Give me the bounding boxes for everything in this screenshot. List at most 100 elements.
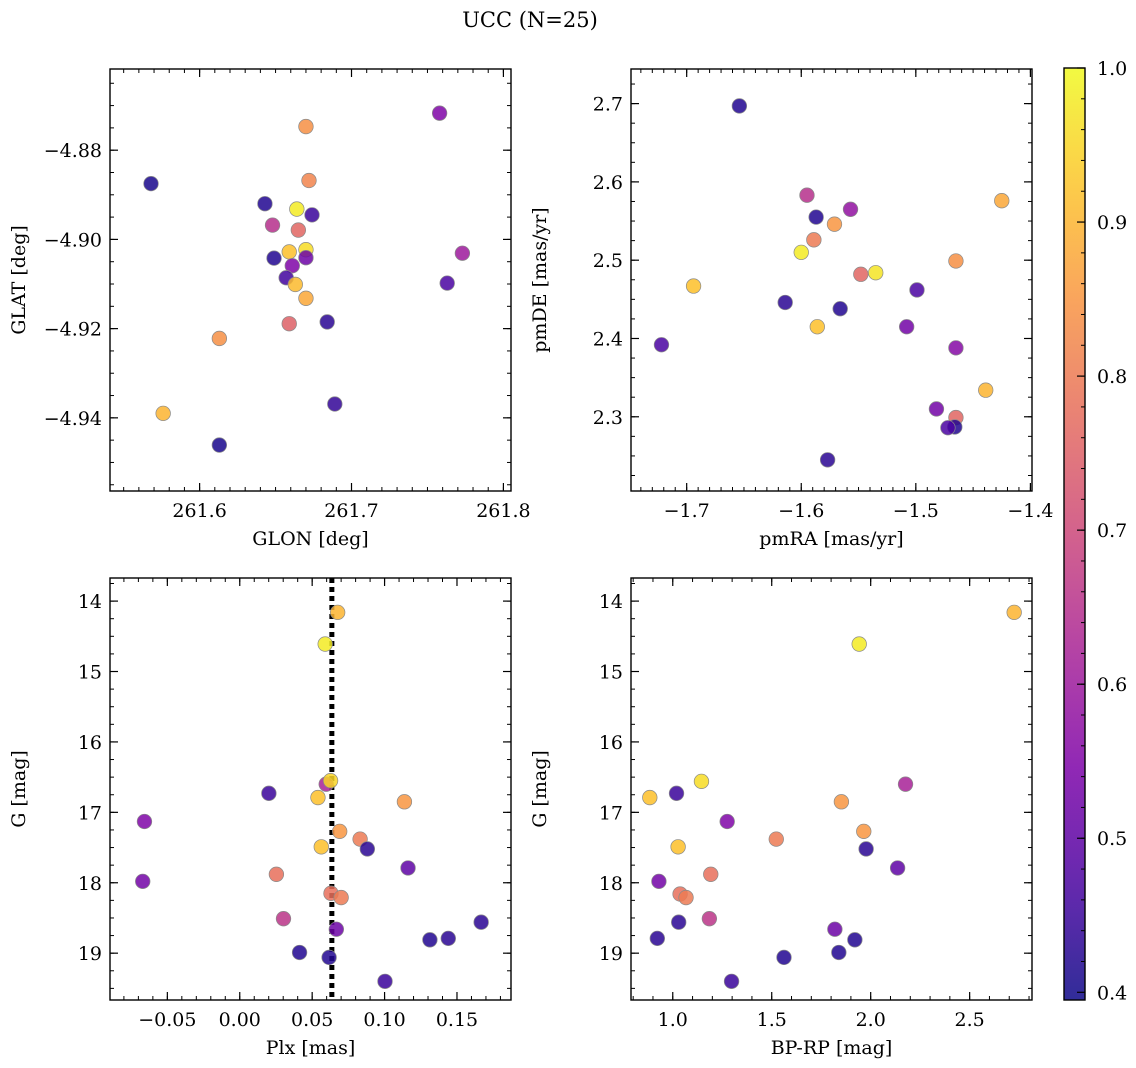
data-point — [928, 401, 945, 417]
data-point — [833, 794, 850, 810]
data-point — [317, 636, 333, 652]
data-point — [400, 860, 416, 876]
x-tick-label: −0.05 — [138, 1009, 196, 1031]
colorbar-tick-label: 0.7 — [1097, 520, 1127, 542]
data-point — [266, 250, 282, 266]
x-tick-label: 2.5 — [955, 1009, 985, 1031]
y-tick-label: 18 — [78, 873, 102, 895]
data-point — [135, 873, 151, 889]
data-point — [275, 911, 292, 927]
minor-ticks — [631, 578, 1032, 1000]
y-tick-label: 16 — [599, 732, 623, 754]
x-axis-label: BP-RP [mag] — [771, 1037, 893, 1059]
panel-bprp-g: 1.0 1.5 2.0 2.5 14 15 16 17 18 19 BP-RP [mag] G [ma… — [529, 577, 1033, 1059]
data-point — [261, 785, 277, 801]
data-point — [301, 172, 317, 189]
y-tick-label: 16 — [78, 732, 102, 754]
data-point — [693, 773, 710, 790]
y-axis-label: GLAT [deg] — [8, 225, 30, 335]
colorbar-tick-label: 0.4 — [1097, 982, 1127, 1004]
data-point — [940, 420, 956, 436]
plot-frame — [630, 577, 1033, 1001]
data-point — [685, 278, 702, 294]
data-point — [776, 949, 792, 966]
x-tick-label: 261.8 — [476, 500, 530, 522]
colorbar-tick-label: 0.5 — [1097, 828, 1127, 850]
y-axis-label: pmDE [mas/yr] — [529, 207, 551, 352]
x-tick-label: 1.0 — [658, 1009, 688, 1031]
x-axis-label: GLON [deg] — [252, 528, 368, 550]
data-point — [653, 337, 670, 353]
data-point — [897, 776, 914, 792]
x-tick-label: 2.0 — [856, 1009, 886, 1031]
x-tick-label: −1.4 — [1007, 500, 1053, 522]
x-tick-label: 261.6 — [172, 500, 226, 522]
y-tick-label: −4.88 — [44, 140, 102, 162]
data-point — [909, 282, 925, 298]
y-tick-label: 14 — [78, 591, 102, 613]
y-tick-label: 2.5 — [593, 250, 623, 272]
data-point — [281, 316, 297, 332]
data-point — [322, 773, 339, 789]
data-point — [211, 330, 228, 347]
x-tick-label: 1.5 — [757, 1009, 787, 1031]
colorbar-gradient — [1063, 67, 1086, 1001]
y-tick-label: 14 — [599, 591, 623, 613]
data-point — [819, 452, 836, 468]
data-point — [899, 319, 915, 335]
data-point — [670, 839, 686, 855]
data-point — [723, 973, 740, 989]
x-tick-label: −1.6 — [778, 500, 824, 522]
data-point — [731, 98, 748, 114]
data-point — [284, 258, 300, 274]
data-point — [396, 794, 413, 810]
data-point — [847, 932, 863, 948]
data-point — [289, 201, 305, 217]
data-point — [321, 949, 337, 966]
data-point — [319, 314, 335, 330]
data-point — [948, 253, 964, 269]
data-point — [332, 823, 348, 840]
panel-plx-g: −0.05 0.00 0.05 0.10 0.15 14 15 16 17 18 19 Plx [ma… — [8, 577, 512, 1059]
x-tick-label: −1.7 — [664, 500, 710, 522]
data-point — [809, 319, 825, 335]
data-point — [889, 860, 906, 876]
x-tick-label: 261.7 — [324, 500, 378, 522]
data-point — [948, 340, 964, 356]
x-tick-label: 0.00 — [219, 1009, 261, 1031]
data-point — [868, 265, 884, 281]
data-point — [143, 175, 159, 192]
data-point — [768, 831, 784, 847]
y-tick-label: −4.94 — [44, 408, 102, 430]
data-point — [257, 196, 273, 212]
data-point — [327, 396, 343, 412]
data-point — [851, 636, 867, 652]
y-tick-label: 2.6 — [593, 172, 623, 194]
data-point — [359, 841, 375, 857]
data-point — [777, 294, 793, 311]
y-tick-label: 17 — [599, 802, 623, 824]
y-tick-label: 15 — [599, 662, 623, 684]
x-axis-label: Plx [mas] — [266, 1037, 356, 1059]
y-tick-label: −4.90 — [44, 229, 102, 251]
data-point — [832, 301, 848, 317]
data-point — [806, 232, 822, 248]
data-point — [719, 813, 735, 830]
data-point — [642, 789, 658, 806]
data-point — [313, 839, 329, 855]
data-point — [701, 911, 718, 927]
data-points — [653, 98, 1010, 468]
data-points — [642, 604, 1022, 989]
data-point — [651, 873, 667, 889]
data-point — [281, 244, 297, 260]
data-point — [264, 217, 281, 233]
colorbar-tick-label: 0.8 — [1097, 366, 1127, 388]
y-tick-label: 2.3 — [593, 407, 623, 429]
data-point — [994, 193, 1010, 209]
colorbar-tick-label: 0.6 — [1097, 674, 1127, 696]
data-point — [377, 973, 393, 989]
data-point — [330, 604, 346, 621]
y-tick-label: 2.7 — [593, 94, 623, 116]
x-axis-label: pmRA [mas/yr] — [759, 528, 903, 550]
panel-pmra-pmde: −1.7 −1.6 −1.5 −1.4 2.3 2.4 2.5 2.6 2.7 pmRA [mas… — [529, 68, 1053, 550]
